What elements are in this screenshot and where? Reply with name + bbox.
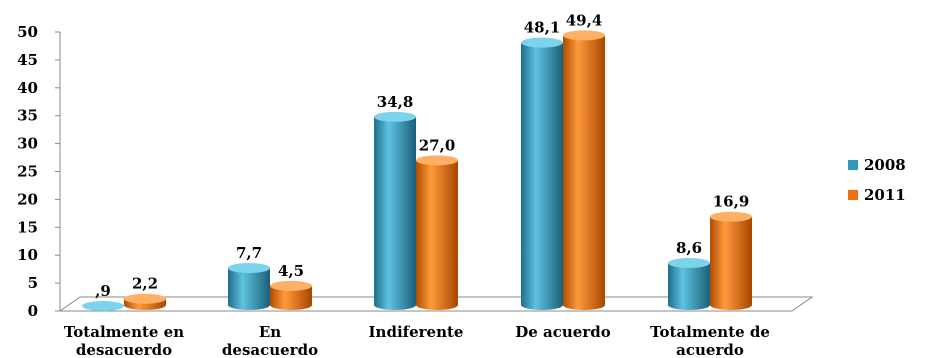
data-label: 34,8 [377,93,414,111]
legend-swatch-2008 [848,160,858,170]
bar-2008-1 [228,263,270,310]
bar-2008-2 [374,111,416,310]
bar-top [521,37,563,48]
bar-2011-4 [710,211,752,310]
bar-top [563,30,605,41]
category-label: En [259,323,281,341]
bar-top [82,300,124,311]
bar-body [270,285,312,310]
data-label: 8,6 [676,239,702,257]
data-labels: ,9 2,2 7,7 4,5 34,8 27,0 48,1 49,4 8,6 16,9 [95,11,749,300]
legend: 2008 2011 [848,156,906,204]
bar-2011-2 [416,155,458,310]
data-label: 27,0 [419,136,456,154]
data-label: 4,5 [278,262,304,280]
data-label: 16,9 [713,193,750,211]
data-label: 2,2 [132,275,158,293]
bar-2008-0 [82,300,124,311]
y-tick-label: 50 [17,23,38,41]
y-tick-label: 10 [17,246,38,264]
category-label: Totalmente en [64,323,184,341]
data-label: 48,1 [524,19,561,37]
y-tick-label: 45 [17,51,38,69]
bar-top [270,280,312,291]
y-tick-label: 30 [17,135,38,153]
y-tick-label: 20 [17,190,38,208]
bar-body [668,263,710,310]
bar-top [668,258,710,269]
category-label: acuerdo [676,341,744,358]
legend-swatch-2011 [848,190,858,200]
bar-body [416,160,458,310]
category-label: desacuerdo [222,341,318,358]
category-label: De acuerdo [515,323,610,341]
bar-2008-4 [668,258,710,310]
category-label: desacuerdo [76,341,172,358]
y-tick-label: 15 [17,218,38,236]
bar-top [416,155,458,166]
bar-body [521,42,563,311]
y-tick-label: 0 [28,302,38,320]
bar-body [710,216,752,310]
bar-2011-3 [563,30,605,311]
data-label: 49,4 [566,11,603,29]
bar-2011-0 [124,293,166,310]
category-label: Totalmente de [650,323,770,341]
category-labels: Totalmente endesacuerdoEndesacuerdoIndif… [64,323,770,358]
bar-top [228,263,270,274]
y-tick-label: 5 [28,274,38,292]
legend-label-2011: 2011 [864,186,906,204]
data-label: 7,7 [236,244,262,262]
bar-2011-1 [270,280,312,310]
bar-top [124,293,166,304]
bar-top [374,111,416,122]
category-label: Indiferente [369,323,464,341]
bar-body [563,35,605,311]
y-tick-label: 35 [17,107,38,125]
y-tick-label: 40 [17,79,38,97]
bar-body [228,268,270,310]
legend-label-2008: 2008 [864,156,906,174]
bars [82,30,752,311]
bar-body [374,116,416,310]
data-label: ,9 [95,282,111,300]
bar-2008-3 [521,37,563,311]
y-tick-label: 25 [17,163,38,181]
bar-top [710,211,752,222]
